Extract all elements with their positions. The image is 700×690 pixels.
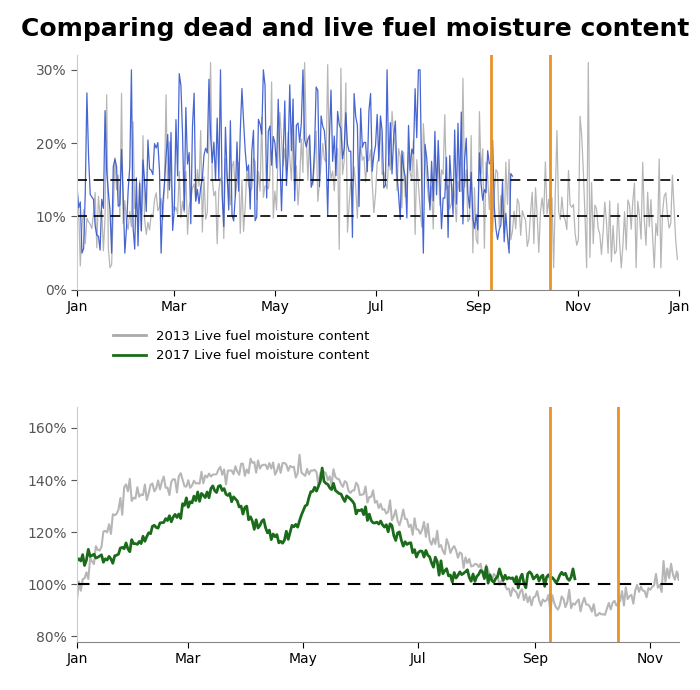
Text: Comparing dead and live fuel moisture content: Comparing dead and live fuel moisture co… — [21, 17, 690, 41]
Legend: 2013 Live fuel moisture content, 2017 Live fuel moisture content: 2013 Live fuel moisture content, 2017 Li… — [108, 324, 375, 368]
Legend: 2013 Dead fuel moisture content, 2017 Dead fuel moisture content: 2013 Dead fuel moisture content, 2017 De… — [108, 0, 383, 6]
